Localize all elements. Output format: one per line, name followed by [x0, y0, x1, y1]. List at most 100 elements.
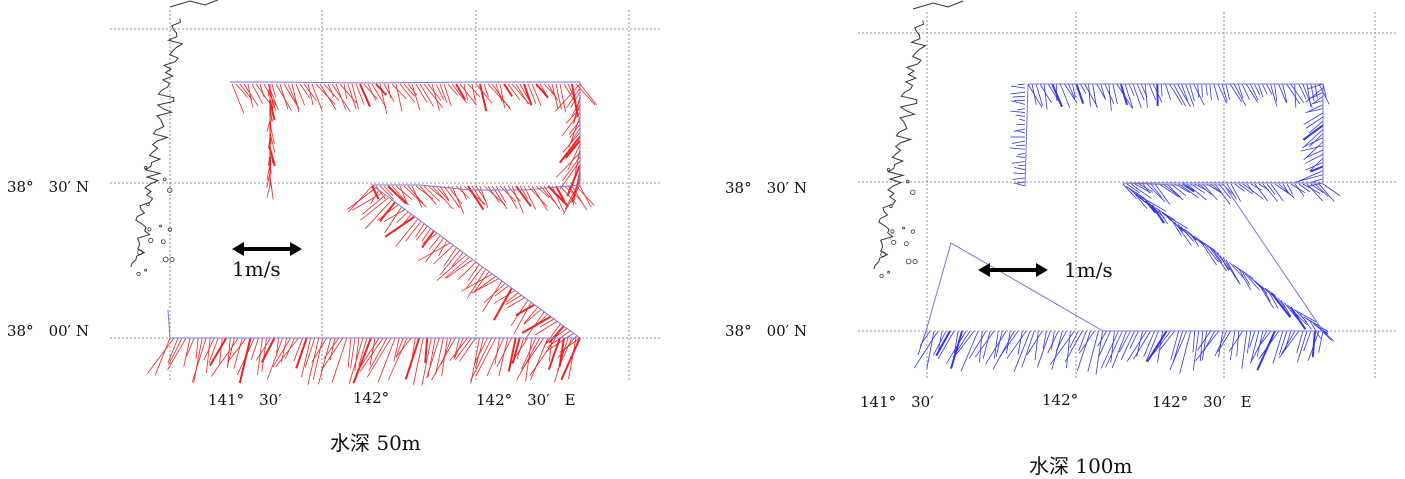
current-vector [1011, 101, 1025, 105]
lon-label-142-30: 142° 30′ E [476, 389, 576, 410]
scale-arrow [232, 242, 302, 256]
coastline-path [874, 21, 925, 269]
current-vector [1180, 331, 1191, 374]
current-vector [1323, 331, 1334, 341]
current-vector [494, 288, 512, 320]
current-vector [1214, 84, 1219, 100]
current-vector [1279, 184, 1294, 198]
current-vector [1210, 84, 1212, 100]
current-vector [392, 84, 407, 99]
current-vector [563, 185, 580, 215]
current-vector [1037, 331, 1050, 367]
current-vector [1017, 108, 1025, 110]
current-vector [1283, 84, 1287, 103]
current-vector [192, 338, 206, 382]
current-vector [230, 338, 247, 360]
island [904, 242, 908, 246]
island [890, 205, 893, 208]
current-vector [522, 317, 551, 333]
current-vector [1066, 331, 1070, 368]
current-vector [1032, 84, 1036, 105]
current-vector [312, 338, 327, 362]
current-vector [471, 338, 480, 383]
island [887, 168, 889, 170]
island [911, 230, 914, 233]
current-vector [1016, 157, 1025, 158]
current-vector [220, 338, 223, 363]
current-vector [1242, 84, 1249, 100]
current-vector [232, 84, 244, 114]
map-panel-50m: 38° 30′ N 38° 00′ N 141° 30′ 142° 142° 3… [0, 0, 702, 477]
current-vector [455, 338, 471, 360]
current-vector [360, 84, 370, 107]
current-vector [1297, 331, 1303, 353]
panel-caption: 水深 100m [1029, 450, 1133, 479]
current-vector [927, 331, 934, 369]
island [888, 271, 890, 273]
current-vector [1113, 84, 1118, 104]
current-vector [1010, 148, 1025, 149]
current-vector [470, 338, 491, 381]
island [880, 274, 883, 277]
current-vector [348, 186, 372, 212]
lon-label-141-30: 141° 30′ [208, 389, 282, 410]
current-vector [436, 186, 449, 201]
ship-track [168, 82, 580, 338]
current-vector [1010, 92, 1025, 94]
current-vector [580, 186, 591, 207]
lon-label-142: 142° [1042, 391, 1078, 409]
current-vector [435, 338, 443, 375]
current-vector [1262, 84, 1267, 94]
current-vector [1112, 331, 1126, 368]
island [906, 259, 911, 264]
current-vector [996, 331, 1002, 356]
scale-arrow [978, 263, 1048, 277]
lat-label-38-00: 38° 00′ N [725, 320, 807, 341]
current-vector [365, 200, 391, 228]
current-vector [1133, 84, 1141, 108]
current-vector [422, 229, 431, 242]
current-vector [396, 219, 418, 246]
current-vector [1101, 84, 1105, 99]
current-vector [1235, 184, 1245, 191]
island [148, 228, 151, 231]
current-vector [1014, 167, 1025, 169]
lat-label-38-30: 38° 30′ N [725, 177, 807, 198]
current-vector [1010, 111, 1025, 112]
current-vector [1101, 331, 1118, 368]
current-vector [1306, 150, 1323, 158]
current-vector [444, 84, 451, 106]
current-vector [1027, 331, 1042, 355]
current-vector [356, 338, 379, 373]
island [911, 190, 915, 194]
current-vector [951, 331, 962, 369]
current-vector [237, 338, 254, 375]
current-vector [1019, 119, 1025, 121]
current-vector [296, 84, 305, 105]
current-vector [267, 185, 270, 198]
island [906, 180, 909, 183]
map-panel-100m: 38° 30′ N 38° 00′ N 141° 30′ 142° 142° 3… [703, 0, 1405, 477]
current-vector [484, 84, 488, 97]
current-vector [276, 338, 299, 366]
current-vector [500, 186, 516, 202]
current-vector [993, 331, 1014, 369]
current-vector [487, 338, 504, 376]
current-vector [321, 338, 343, 371]
coastline-path [913, 1, 963, 9]
current-vector [979, 331, 982, 363]
island [163, 257, 168, 262]
current-vector [1044, 84, 1047, 110]
current-vector [1198, 84, 1199, 98]
current-vector [517, 338, 540, 380]
current-vector [456, 84, 465, 100]
current-vector [1267, 184, 1275, 195]
current-vector [1014, 173, 1025, 174]
current-vector [472, 84, 475, 102]
current-vector [1065, 331, 1082, 362]
island [161, 240, 165, 244]
current-vector [368, 84, 376, 101]
current-vector [1226, 84, 1230, 100]
current-vector [504, 84, 512, 96]
current-vector [1218, 84, 1227, 103]
